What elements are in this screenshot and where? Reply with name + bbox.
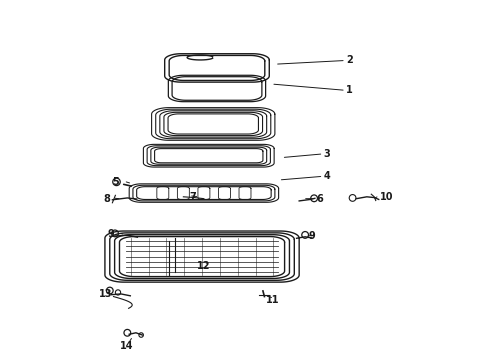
Text: 8: 8 — [103, 194, 110, 204]
Text: 9: 9 — [107, 229, 114, 239]
Text: 11: 11 — [266, 295, 279, 305]
Text: 13: 13 — [99, 289, 113, 299]
Text: 7: 7 — [189, 192, 196, 202]
Text: 3: 3 — [323, 149, 330, 159]
Text: 5: 5 — [112, 177, 119, 187]
Text: 10: 10 — [379, 192, 393, 202]
Text: 4: 4 — [323, 171, 330, 181]
Text: 14: 14 — [120, 341, 133, 351]
Text: 9: 9 — [309, 231, 315, 241]
Text: 1: 1 — [346, 85, 353, 95]
Text: 6: 6 — [316, 194, 323, 204]
Text: 12: 12 — [196, 261, 210, 271]
Text: 2: 2 — [346, 55, 353, 66]
